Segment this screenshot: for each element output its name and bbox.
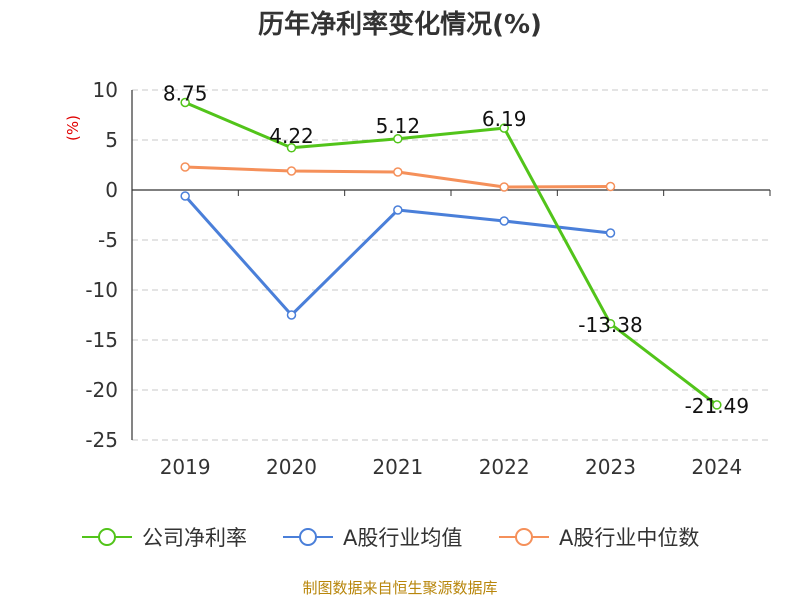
data-point: [180, 191, 190, 201]
y-tick-label: 10: [93, 78, 118, 102]
data-point: [286, 310, 297, 320]
x-tick-label: 2020: [266, 455, 317, 479]
y-axis-label: (%): [64, 115, 82, 141]
data-label: 4.22: [269, 124, 314, 148]
legend-item-2[interactable]: A股行业中位数: [499, 526, 699, 550]
data-label: 5.12: [376, 114, 421, 138]
legend-label: 公司净利率: [142, 526, 247, 550]
x-tick-label: 2022: [479, 455, 530, 479]
data-point: [286, 143, 297, 153]
data-point: [605, 319, 616, 329]
y-tick-label: -25: [85, 428, 118, 452]
axes: [131, 90, 771, 440]
legend-item-0[interactable]: 公司净利率: [82, 526, 247, 550]
data-label: 6.19: [482, 107, 527, 131]
data-point: [499, 216, 509, 226]
x-tick-label: 2021: [372, 455, 423, 479]
series-line-0: [184, 101, 718, 407]
data-point: [393, 205, 403, 215]
data-point: [393, 134, 403, 144]
series-layer: [180, 97, 722, 410]
legend[interactable]: 公司净利率 A股行业均值 A股行业中位数: [82, 526, 699, 550]
y-tick-label: -20: [85, 378, 118, 402]
x-tick-label: 2023: [585, 455, 636, 479]
data-point: [499, 123, 509, 133]
y-tick-label: 5: [105, 128, 118, 152]
data-point: [393, 167, 403, 177]
data-label: -13.38: [578, 313, 642, 337]
data-point: [712, 400, 722, 410]
data-label: -21.49: [685, 394, 749, 418]
legend-item-1[interactable]: A股行业均值: [283, 526, 462, 550]
data-point: [605, 228, 616, 238]
data-label: 8.75: [163, 82, 208, 106]
data-point: [499, 182, 509, 192]
y-tick-label: 0: [105, 178, 118, 202]
legend-label: A股行业均值: [343, 526, 462, 550]
legend-swatch-marker: [98, 528, 116, 546]
y-tick-label: -15: [85, 328, 118, 352]
x-tick-label: 2024: [691, 455, 742, 479]
data-point: [605, 181, 616, 192]
data-point: [180, 97, 190, 108]
data-labels: 8.75 4.22 5.12 6.19 -13.38 -21.49: [163, 82, 749, 418]
y-tick-label: -10: [85, 278, 118, 302]
legend-label: A股行业中位数: [559, 526, 699, 550]
legend-swatch-marker: [515, 528, 533, 546]
x-tick-label: 2019: [160, 455, 211, 479]
chart-title: 历年净利率变化情况(%): [258, 9, 542, 40]
y-tick-label: -5: [98, 228, 118, 252]
tick-labels: 10 5 0 -5 -10 -15 -20 -25 2019 2020 2021 2022 2023 20…: [85, 78, 742, 479]
grid-lines: [132, 89, 770, 441]
data-point: [180, 162, 190, 172]
legend-swatch-marker: [299, 528, 317, 546]
source-note: 制图数据来自恒生聚源数据库: [302, 579, 497, 597]
data-point: [286, 166, 297, 176]
